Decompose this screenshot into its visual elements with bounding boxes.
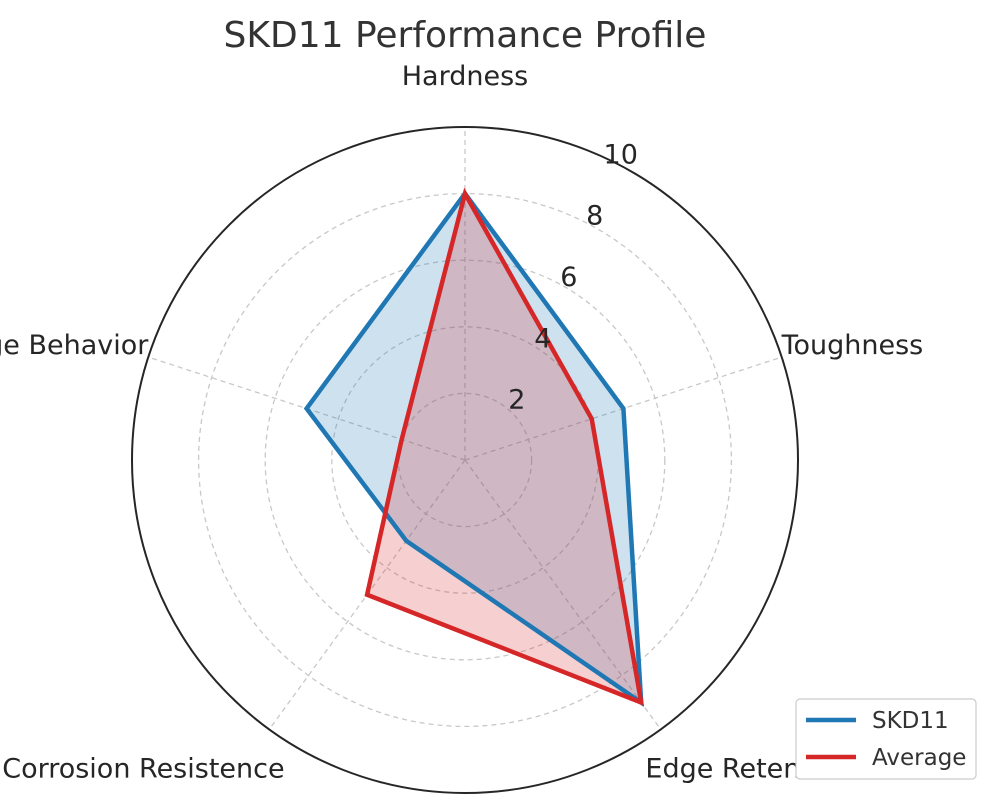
r-tick-label-2: 2 (508, 385, 525, 416)
series-area-average (367, 193, 642, 703)
grid-ring-6 (264, 259, 666, 661)
r-tick-label-4: 4 (534, 323, 551, 354)
series-line-skd11 (303, 189, 644, 707)
series-line-average (364, 187, 645, 707)
polar-frame (131, 126, 799, 794)
axis-label-toughness: Toughness (781, 330, 924, 361)
r-tick-label-8: 8 (586, 201, 603, 232)
legend: SKD11 Average (795, 698, 977, 780)
chart-title: SKD11 Performance Profile (224, 15, 707, 56)
series-layer (303, 187, 645, 707)
grid-spoke (464, 459, 662, 730)
legend-label-average: Average (872, 745, 966, 771)
axis-label-corrosion-resistence: Corrosion Resistence (2, 753, 284, 784)
r-tick-label-6: 6 (560, 262, 577, 293)
legend-label-skd11: SKD11 (872, 708, 949, 734)
axis-label-edge-behavior: Edge Behavior (0, 330, 149, 361)
axis-label-hardness: Hardness (402, 61, 528, 92)
label-layer: Hardness Toughness Edge Retention Corros… (0, 61, 923, 784)
r-tick-label-10: 10 (604, 139, 638, 170)
